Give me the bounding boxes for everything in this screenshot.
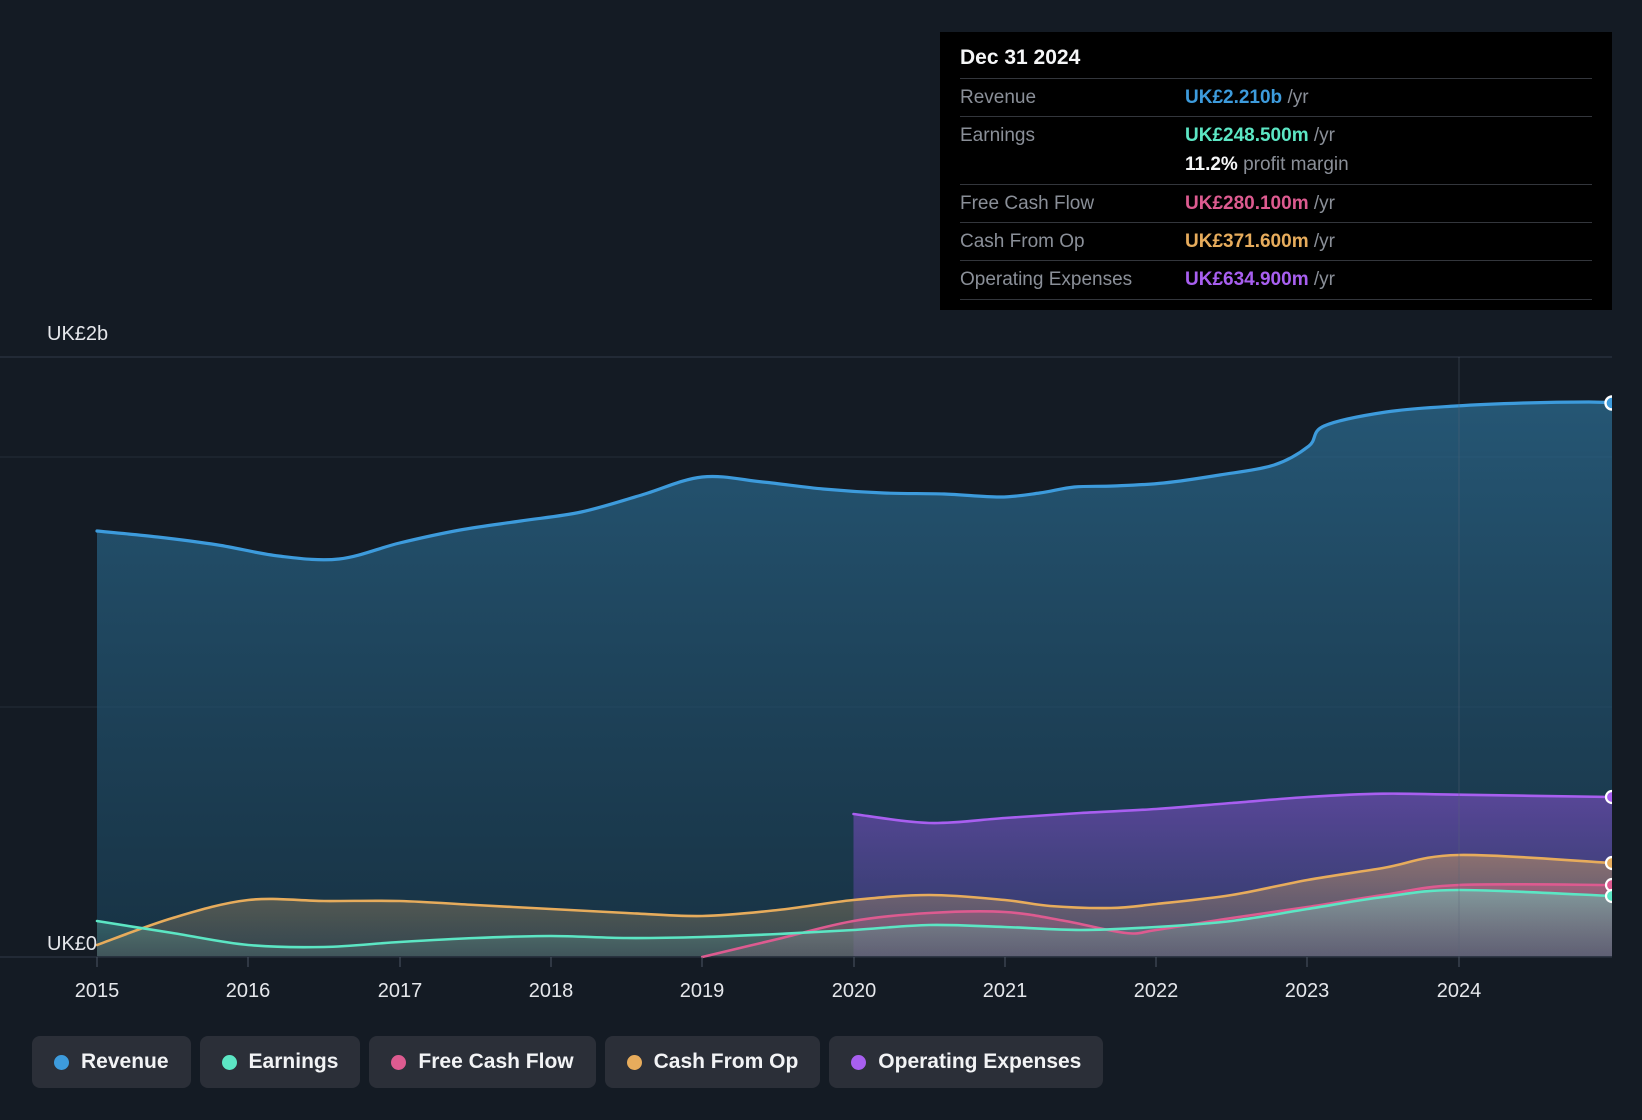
svg-text:UK£2b: UK£2b [47, 323, 108, 345]
svg-text:2024: 2024 [1437, 980, 1482, 1002]
svg-text:2023: 2023 [1285, 980, 1330, 1002]
svg-text:2022: 2022 [1134, 980, 1179, 1002]
svg-text:2016: 2016 [226, 980, 271, 1002]
svg-text:2020: 2020 [832, 980, 877, 1002]
svg-text:2019: 2019 [680, 980, 725, 1002]
svg-text:2017: 2017 [378, 980, 423, 1002]
svg-text:2018: 2018 [529, 980, 574, 1002]
svg-text:UK£0: UK£0 [47, 933, 97, 955]
svg-text:2021: 2021 [983, 980, 1028, 1002]
svg-text:2015: 2015 [75, 980, 120, 1002]
